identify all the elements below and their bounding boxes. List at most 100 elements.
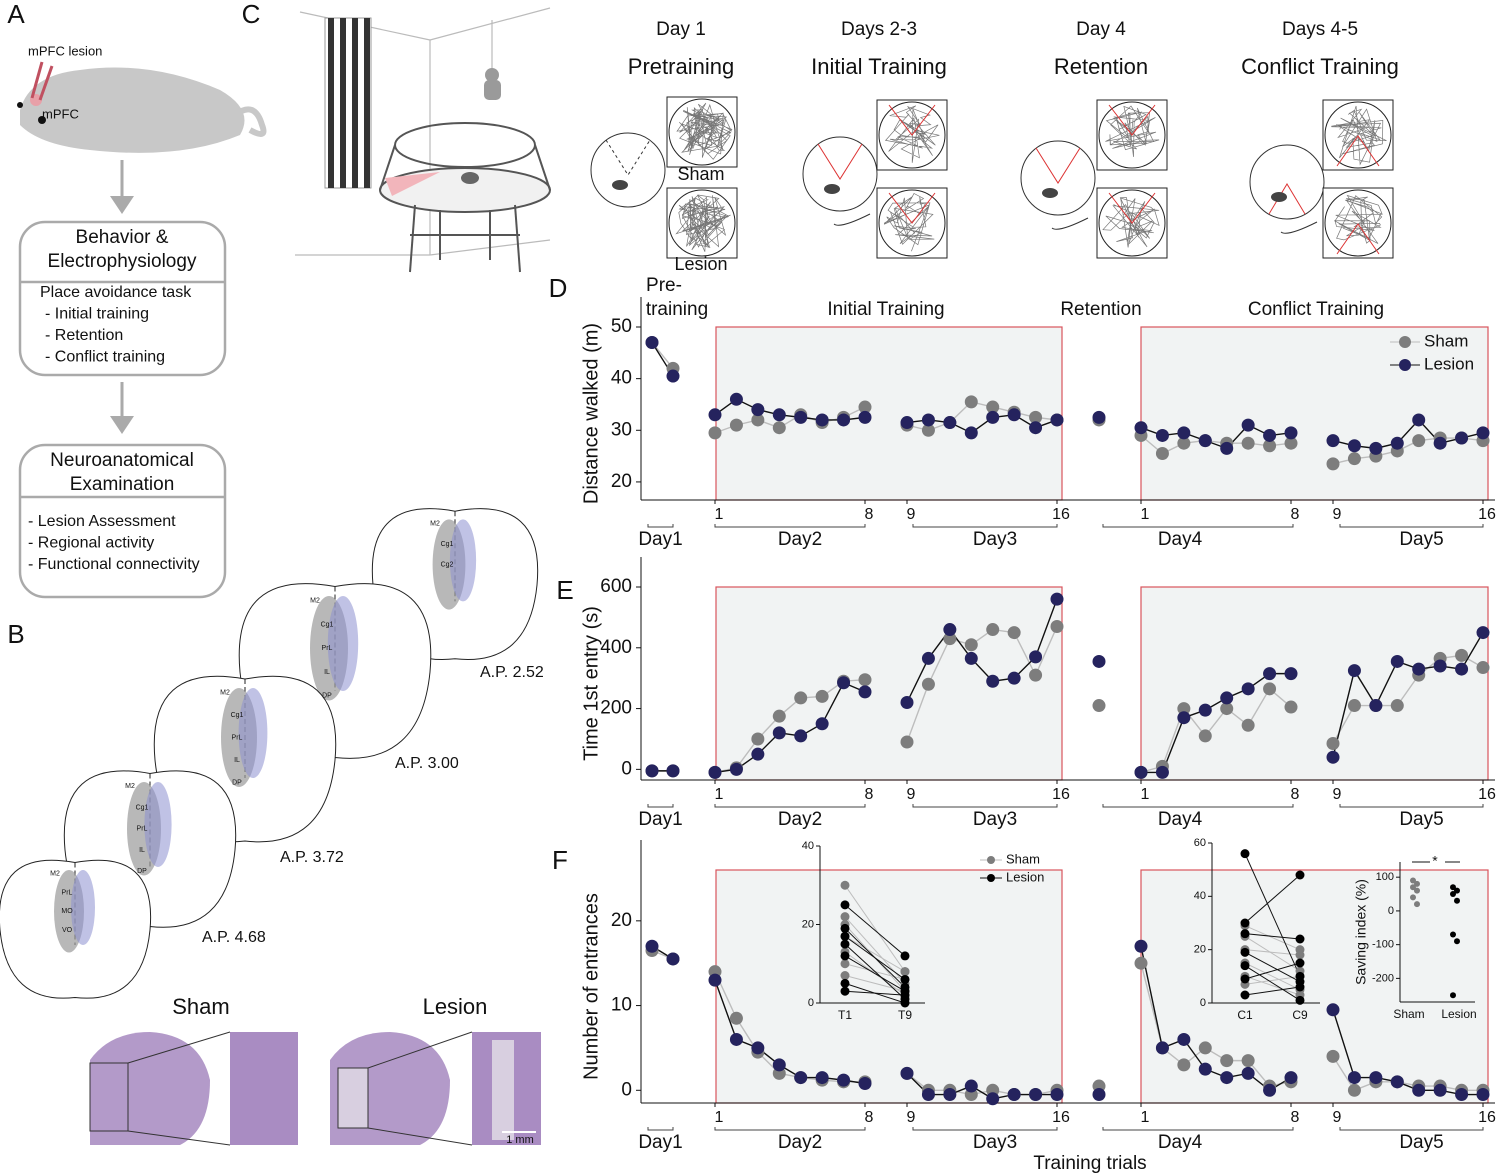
x-tick-label: 9 [1333, 506, 1342, 523]
region-label: PrL [137, 826, 148, 833]
data-point [1177, 1032, 1191, 1046]
data-point [837, 676, 851, 690]
phase-title: Initial Training [811, 54, 947, 79]
x-tick-label: 1 [1141, 1109, 1150, 1126]
region-label: M2 [50, 871, 60, 878]
panel-letter: A [7, 0, 25, 29]
data-point [1433, 436, 1447, 450]
session-label: Day3 [973, 1132, 1017, 1153]
session-bracket [714, 1127, 866, 1131]
data-point [858, 685, 872, 699]
data-point [900, 967, 910, 977]
data-point [943, 632, 957, 646]
data-point [840, 951, 850, 961]
data-point [1134, 765, 1148, 779]
data-point [986, 674, 1000, 688]
data-point [1092, 699, 1106, 713]
lesion-area [238, 688, 268, 778]
box-title: Neuroanatomical [50, 450, 194, 471]
data-point [1177, 711, 1191, 725]
data-point [858, 410, 872, 424]
data-point [1450, 884, 1456, 891]
data-point [1369, 1071, 1383, 1085]
session-label: Day2 [778, 809, 822, 830]
data-point [1241, 682, 1255, 696]
x-tick-label: 8 [1291, 506, 1300, 523]
data-point [1241, 1066, 1255, 1080]
pair-line [844, 935, 906, 973]
y-tick-label: 10 [611, 995, 632, 1016]
data-point [1240, 918, 1250, 928]
phase-title: Conflict Training [1241, 54, 1399, 79]
pair-line [1244, 962, 1301, 980]
track-circle [668, 98, 736, 166]
region-label: DP [232, 779, 242, 786]
y-tick-label: 50 [611, 316, 632, 337]
data-point [1241, 418, 1255, 432]
box-item: - Retention [45, 327, 123, 344]
data-point [751, 1041, 765, 1055]
data-point [900, 416, 914, 430]
session-bracket [1102, 1127, 1294, 1131]
shock-zone [1035, 147, 1081, 184]
lesion-area [144, 782, 172, 867]
data-point [986, 623, 1000, 637]
legend-marker [987, 856, 995, 864]
box-title: Examination [70, 474, 175, 495]
pair-line [1244, 853, 1301, 977]
pair-line [1244, 965, 1301, 1001]
session-label: Day4 [1158, 809, 1203, 830]
data-point [794, 729, 808, 743]
data-point [729, 1011, 743, 1025]
histology-title: Sham [172, 994, 229, 1019]
y-tick-label: 40 [802, 840, 814, 852]
shock-zone [605, 139, 651, 176]
panel-letter: F [552, 845, 568, 875]
data-point [1295, 995, 1305, 1005]
histology [89, 1031, 541, 1146]
data-point [708, 765, 722, 779]
region-label: IL [324, 669, 330, 676]
data-point [1369, 441, 1383, 455]
arena-circle [1020, 140, 1096, 216]
region-label: Cg1 [321, 621, 334, 628]
data-point [1092, 1088, 1106, 1102]
data-point [1455, 648, 1469, 662]
data-point [840, 880, 850, 890]
data-point [986, 400, 1000, 414]
data-point [1454, 887, 1460, 894]
data-point [943, 1088, 957, 1102]
pair-line [844, 990, 906, 996]
data-point [1295, 870, 1305, 880]
data-point [1240, 849, 1250, 859]
region-label: PrL [322, 645, 333, 652]
data-point [772, 421, 786, 435]
track-circle [1324, 101, 1392, 169]
pair-line [1244, 949, 1301, 956]
data-point [1241, 436, 1255, 450]
data-point [1455, 662, 1469, 676]
data-point [1414, 901, 1420, 908]
y-axis-label: Number of entrances [580, 893, 602, 1080]
lesion-area [327, 596, 359, 691]
session-label: Day5 [1399, 529, 1443, 550]
y-tick-label: 200 [600, 698, 632, 719]
session-bracket [647, 804, 674, 808]
data-point [840, 986, 850, 996]
data-point [1220, 1071, 1234, 1085]
x-tick-label: 16 [1478, 506, 1496, 523]
pair-line [1244, 986, 1301, 996]
data-point [772, 1058, 786, 1072]
lesion-label: mPFC lesion [28, 43, 102, 58]
data-point [921, 1088, 935, 1102]
data-point [1092, 654, 1106, 668]
data-point [1284, 436, 1298, 450]
y-tick-label: 60 [1194, 837, 1206, 849]
data-point [1029, 650, 1043, 664]
data-point [815, 413, 829, 427]
data-point [1029, 421, 1043, 435]
data-point [900, 974, 910, 984]
box-item: - Functional connectivity [28, 556, 200, 573]
x-tick-label: 8 [865, 1109, 874, 1126]
